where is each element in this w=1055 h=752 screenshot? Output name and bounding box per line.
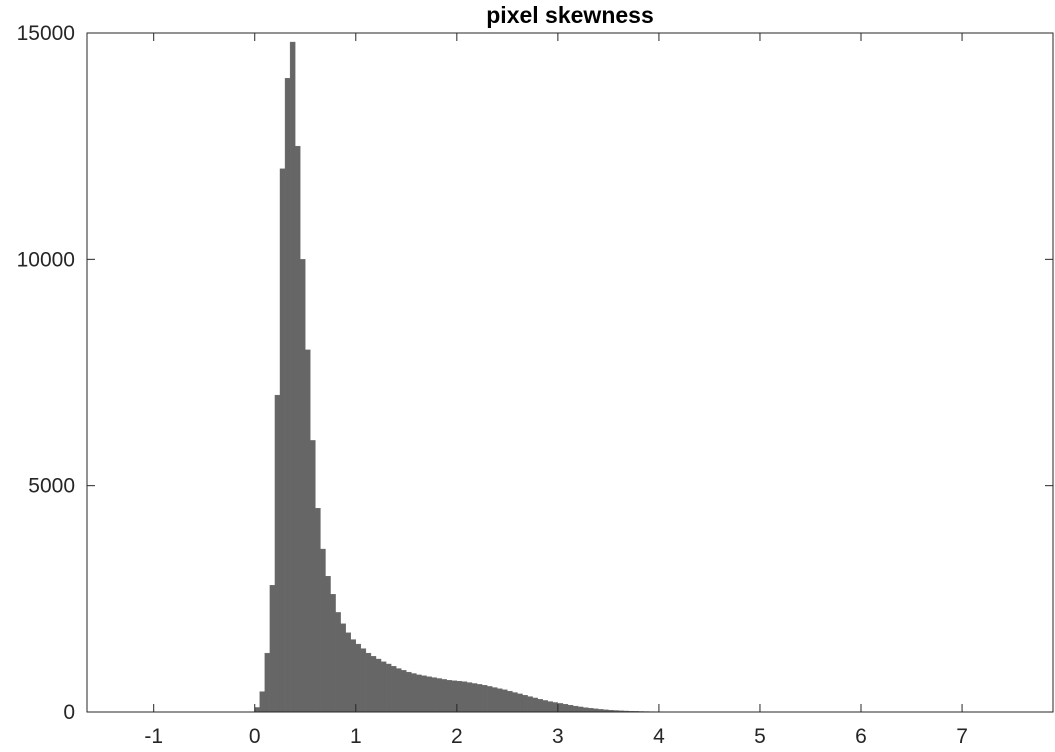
histogram-bar: [582, 707, 589, 713]
histogram-bar: [411, 673, 417, 713]
histogram-bar: [512, 692, 518, 713]
histogram-bar: [375, 658, 382, 713]
plot-area-frame: [86, 32, 1054, 713]
histogram-bar: [577, 706, 584, 713]
x-tick-label: 6: [855, 725, 867, 748]
histogram-bar: [502, 689, 508, 713]
histogram-bar: [305, 349, 311, 713]
histogram-bar: [360, 648, 367, 713]
histogram-bar: [471, 683, 478, 713]
histogram-bar: [537, 699, 543, 713]
y-tick-label: 15000: [17, 22, 75, 45]
histogram-bar: [355, 643, 362, 713]
histogram-bar: [294, 145, 301, 713]
x-tick-label: 5: [754, 725, 766, 748]
histogram-bar: [441, 679, 447, 713]
histogram-bar: [259, 691, 266, 713]
histogram-bar: [572, 705, 579, 713]
histogram-bar: [269, 585, 276, 713]
histogram-bar: [507, 690, 513, 713]
histogram-bar: [542, 700, 548, 713]
histogram-bar: [532, 697, 538, 713]
histogram-bar: [567, 705, 574, 713]
histogram-bar: [406, 671, 412, 713]
histogram-bar: [335, 612, 341, 713]
histogram-bar: [264, 652, 271, 713]
histogram-bar: [365, 652, 372, 713]
x-tick-label: 2: [451, 725, 463, 748]
histogram-bar: [481, 685, 488, 713]
histogram-bar: [491, 687, 498, 713]
histogram-bar: [486, 686, 493, 713]
histogram-bar: [401, 670, 407, 713]
chart-title: pixel skewness: [486, 2, 654, 28]
histogram-bar: [380, 661, 387, 713]
x-tick-label: -1: [144, 725, 163, 748]
histogram-bar: [456, 681, 463, 713]
histogram-bar: [390, 666, 397, 713]
histogram-bar: [426, 676, 432, 713]
histogram-bar: [522, 695, 528, 713]
histogram-bar: [552, 702, 559, 713]
histogram-bar: [325, 576, 331, 713]
histogram-bar: [446, 680, 452, 713]
histogram-bar: [310, 440, 316, 713]
histogram-bar: [284, 78, 291, 713]
histogram-bars: [254, 41, 710, 713]
histogram-bar: [527, 696, 533, 713]
histogram-bar: [461, 681, 468, 713]
histogram-bar: [587, 708, 594, 713]
y-axis-tick-labels: 0 5000 10000 15000: [17, 22, 75, 724]
histogram-bar: [396, 668, 402, 713]
histogram-bar: [547, 701, 554, 713]
histogram-bar: [416, 674, 422, 713]
histogram-bar: [300, 259, 306, 713]
x-tick-label: 3: [552, 725, 564, 748]
histogram-bar: [431, 677, 437, 713]
histogram-bar: [254, 707, 260, 713]
histogram-bar: [330, 594, 336, 713]
histogram-bar: [370, 656, 377, 713]
histogram-bar: [340, 623, 346, 713]
histogram-bar: [557, 703, 564, 713]
histogram-bar: [451, 680, 458, 713]
histogram-bar: [289, 41, 296, 713]
histogram-bar: [385, 663, 392, 713]
histogram-bar: [497, 688, 503, 713]
histogram-bar: [562, 704, 569, 713]
histogram-bar: [279, 168, 286, 713]
histogram-bar: [421, 675, 427, 713]
histogram-bar: [476, 684, 483, 713]
histogram-bar: [320, 548, 326, 713]
x-axis-tick-labels: -1 0 1 2 3 4 5 6 7: [144, 725, 968, 748]
y-tick-label: 0: [63, 701, 75, 724]
histogram-bar: [517, 693, 523, 713]
x-tick-label: 7: [956, 725, 968, 748]
histogram-bar: [436, 678, 442, 713]
histogram-bar: [466, 682, 473, 713]
y-tick-label: 10000: [17, 248, 75, 271]
x-tick-label: 0: [249, 725, 261, 748]
axis-ticks: [87, 32, 1053, 713]
x-tick-label: 4: [653, 725, 665, 748]
histogram-bar: [345, 632, 351, 713]
histogram-bar: [315, 508, 321, 713]
y-tick-label: 5000: [28, 475, 75, 498]
x-tick-label: 1: [350, 725, 362, 748]
histogram-bar: [274, 394, 281, 713]
histogram-bar: [350, 639, 356, 713]
